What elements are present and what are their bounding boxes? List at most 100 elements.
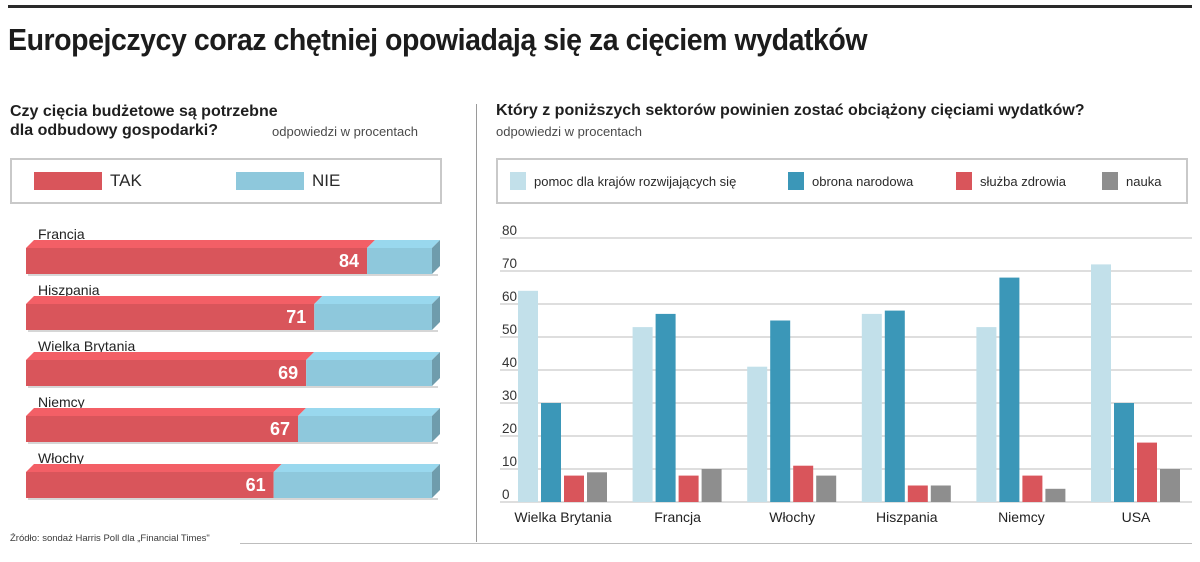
left-category-label: Hiszpania [38, 282, 100, 298]
x-category-label: Francja [654, 509, 701, 525]
bar-nie-top [367, 240, 440, 248]
source-note: Źródło: sondaż Harris Poll dla „Financia… [10, 533, 210, 544]
bar-shadow [28, 442, 438, 444]
legend-label-nie: NIE [312, 171, 341, 190]
legend-swatch-zdrowie [956, 172, 972, 190]
bar-shadow [28, 274, 438, 276]
legend-label-tak: TAK [110, 171, 142, 190]
category-group: Wielka Brytania [514, 290, 612, 525]
y-tick-label: 60 [502, 289, 517, 304]
bar-zdrowie [678, 475, 699, 502]
bar-nie-side [432, 408, 440, 442]
right-chart-unit: odpowiedzi w procentach [496, 124, 642, 139]
bar-pomoc [632, 327, 653, 502]
bar-nie-top [298, 408, 440, 416]
legend-label-nauka: nauka [1126, 173, 1162, 189]
bottom-rule [240, 543, 1192, 544]
bar-nie-side [432, 240, 440, 274]
bar-zdrowie [793, 465, 814, 502]
bar-tak [26, 360, 307, 386]
y-tick-label: 20 [502, 421, 517, 436]
x-category-label: Hiszpania [876, 509, 938, 525]
legend-item-nauka: nauka [1102, 160, 1161, 202]
bar-nauka [587, 472, 607, 502]
bar-nauka [1045, 488, 1066, 502]
bar-pomoc [747, 366, 768, 502]
y-tick-label: 80 [502, 223, 517, 238]
legend-swatch-tak [34, 172, 102, 190]
bar-nie-side [432, 296, 440, 330]
legend-item-nie: NIE [236, 160, 340, 202]
bar-nauka [816, 475, 837, 502]
left-bar-row: Francja 84 [26, 226, 440, 276]
bar-value-label: 84 [339, 251, 359, 271]
x-category-label: USA [1122, 509, 1151, 525]
bar-tak-top [26, 464, 282, 472]
bar-nie-side [432, 352, 440, 386]
bar-nauka [701, 469, 722, 502]
legend-label-obrona: obrona narodowa [812, 173, 914, 189]
left-legend: TAK NIE [10, 158, 442, 204]
bar-zdrowie [564, 475, 584, 502]
bar-tak [26, 248, 368, 274]
category-group: Hiszpania [861, 310, 951, 525]
legend-item-zdrowie: służba zdrowia [956, 160, 1066, 202]
left-chart-title: Czy cięcia budżetowe są potrzebne dla od… [10, 103, 278, 139]
y-tick-label: 40 [502, 355, 517, 370]
bar-obrona [884, 310, 905, 502]
bar-nie-top [273, 464, 440, 472]
bar-shadow [28, 386, 438, 388]
y-tick-label: 70 [502, 256, 517, 271]
bar-nauka [930, 485, 951, 502]
y-tick-label: 10 [502, 454, 517, 469]
legend-item-tak: TAK [34, 160, 142, 202]
category-group: Niemcy [976, 277, 1066, 525]
bar-zdrowie [907, 485, 928, 502]
left-chart-unit: odpowiedzi w procentach [272, 124, 418, 139]
top-rule [8, 5, 1192, 8]
category-group: Włochy [747, 320, 837, 525]
legend-swatch-nie [236, 172, 304, 190]
bar-value-label: 67 [270, 419, 290, 439]
bar-nie [298, 416, 432, 442]
bar-value-label: 71 [286, 307, 306, 327]
bar-tak [26, 304, 315, 330]
bar-tak-top [26, 296, 323, 304]
bar-nie-side [432, 464, 440, 498]
category-group: Francja [632, 313, 722, 525]
bar-zdrowie [1137, 442, 1157, 502]
bar-tak-top [26, 352, 315, 360]
left-category-label: Niemcy [38, 394, 85, 410]
bar-obrona [655, 313, 676, 502]
y-tick-label: 30 [502, 388, 517, 403]
legend-swatch-nauka [1102, 172, 1118, 190]
bar-tak [26, 472, 274, 498]
bar-nauka [1160, 469, 1180, 502]
bar-tak [26, 416, 299, 442]
left-bar-row: Włochy 61 [26, 450, 440, 500]
right-legend: pomoc dla krajów rozwijających się obron… [496, 158, 1188, 204]
x-category-label: Wielka Brytania [514, 509, 611, 525]
bar-tak-top [26, 240, 376, 248]
bar-shadow [28, 498, 438, 500]
legend-item-obrona: obrona narodowa [788, 160, 913, 202]
left-category-label: Wielka Brytania [38, 338, 135, 354]
page-title: Europejczycy coraz chętniej opowiadają s… [8, 22, 868, 57]
bar-shadow [28, 330, 438, 332]
bar-nie-top [306, 352, 440, 360]
bar-obrona [541, 403, 561, 502]
bar-pomoc [976, 327, 997, 502]
legend-label-zdrowie: służba zdrowia [980, 173, 1066, 189]
left-bar-chart: Francja 84 Hiszpania 71 Wielka Brytania 69 Nie… [26, 226, 440, 500]
y-tick-label: 50 [502, 322, 517, 337]
legend-item-pomoc: pomoc dla krajów rozwijających się [510, 160, 736, 202]
bar-zdrowie [1022, 475, 1043, 502]
right-chart-title: Który z poniższych sektorów powinien zos… [496, 102, 1085, 119]
bar-value-label: 61 [246, 475, 266, 495]
bar-obrona [1114, 403, 1134, 502]
left-bar-row: Wielka Brytania 69 [26, 338, 440, 388]
bar-nie [306, 360, 432, 386]
bar-nie [273, 472, 432, 498]
bar-obrona [999, 277, 1020, 502]
